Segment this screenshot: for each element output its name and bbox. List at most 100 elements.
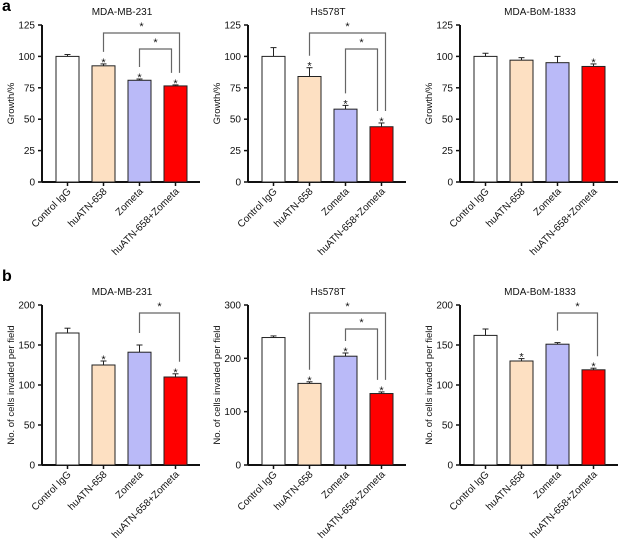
x-tick-label: Zometa <box>114 186 146 218</box>
y-tick-label: 300 <box>224 301 241 312</box>
y-tick-label: 100 <box>436 381 453 392</box>
significance-star: * <box>591 361 596 373</box>
y-tick-label: 100 <box>224 52 241 63</box>
x-tick-label: huATN-658 <box>484 469 528 513</box>
chart-title: MDA-MB-231 <box>92 7 153 18</box>
y-tick-label: 200 <box>224 354 241 365</box>
y-tick-label: 200 <box>18 301 35 312</box>
x-tick-label: huATN-658+Zometa <box>528 469 600 540</box>
bar-huatn-658-zometa <box>369 393 394 466</box>
significance-star: * <box>307 375 312 387</box>
bracket-star: * <box>157 301 162 313</box>
significance-bracket <box>308 312 387 380</box>
bar-zometa <box>333 108 358 183</box>
y-axis-label: Growth/% <box>6 82 17 124</box>
y-axis-label: No. of cells invaded per field <box>6 325 17 444</box>
x-tick-label: huATN-658 <box>272 186 316 230</box>
y-tick-label: 25 <box>442 146 454 157</box>
bracket-star: * <box>359 317 364 329</box>
y-axis-label: Growth/% <box>424 82 435 124</box>
y-tick-label: 50 <box>442 115 454 126</box>
bracket-star: * <box>575 301 580 313</box>
x-tick-label: Zometa <box>532 186 564 218</box>
chart-b-mda-mb-231: MDA-MB-231 No. of cells invaded per field… <box>6 287 200 540</box>
bar-huatn-658 <box>91 364 116 466</box>
significance-star: * <box>591 57 596 69</box>
significance-bracket <box>102 32 181 73</box>
significance-star: * <box>101 57 106 69</box>
significance-star: * <box>173 78 178 90</box>
y-tick-label: 0 <box>447 178 453 189</box>
x-tick-label: huATN-658+Zometa <box>316 469 388 540</box>
bar-huatn-658-zometa <box>581 65 606 183</box>
chart-b-hs578t: Hs578T No. of cells invaded per field 0 100… <box>212 287 406 540</box>
y-tick-label: 125 <box>18 21 35 32</box>
y-tick-label: 150 <box>436 341 453 352</box>
bar-huatn-658 <box>297 382 322 466</box>
x-tick-label: huATN-658 <box>272 469 316 513</box>
y-tick-label: 125 <box>436 21 453 32</box>
significance-star: * <box>379 116 384 128</box>
x-tick-label: huATN-658+Zometa <box>316 186 388 258</box>
chart-title: MDA-MB-231 <box>92 287 153 298</box>
y-tick-label: 0 <box>29 178 35 189</box>
bar-control-igg <box>261 337 286 466</box>
significance-star: * <box>519 352 524 364</box>
y-axis-label: No. of cells invaded per field <box>424 325 435 444</box>
bracket-star: * <box>153 37 158 49</box>
significance-bracket <box>344 48 379 111</box>
x-tick-label: Zometa <box>320 186 352 218</box>
significance-star: * <box>343 98 348 110</box>
significance-bracket <box>138 48 173 73</box>
significance-bracket <box>138 312 181 362</box>
bar-zometa <box>333 355 358 466</box>
x-tick-label: huATN-658+Zometa <box>528 186 600 258</box>
y-tick-label: 0 <box>235 461 241 472</box>
bar-control-igg <box>55 332 80 466</box>
bar-control-igg <box>261 55 286 183</box>
bracket-star: * <box>345 301 350 313</box>
significance-star: * <box>137 72 142 84</box>
significance-star: * <box>101 354 106 366</box>
bar-huatn-658-zometa <box>163 85 188 183</box>
bar-zometa <box>127 79 152 183</box>
bracket-star: * <box>139 21 144 33</box>
bar-control-igg <box>55 55 80 183</box>
significance-bracket <box>556 312 599 357</box>
bar-huatn-658 <box>509 59 534 183</box>
y-tick-label: 50 <box>24 421 36 432</box>
x-tick-label: huATN-658+Zometa <box>110 186 182 258</box>
y-tick-label: 25 <box>230 146 242 157</box>
significance-star: * <box>173 367 178 379</box>
bar-huatn-658-zometa <box>163 376 188 466</box>
bar-huatn-658-zometa <box>369 126 394 183</box>
x-tick-label: Zometa <box>114 469 146 501</box>
x-tick-label: huATN-658 <box>66 469 110 513</box>
bar-huatn-658-zometa <box>581 369 606 466</box>
x-tick-label: huATN-658 <box>66 186 110 230</box>
y-tick-label: 200 <box>436 301 453 312</box>
y-tick-label: 100 <box>18 52 35 63</box>
x-tick-label: Zometa <box>532 469 564 501</box>
y-tick-label: 50 <box>230 115 242 126</box>
chart-title: Hs578T <box>310 287 345 298</box>
significance-star: * <box>307 61 312 73</box>
y-tick-label: 50 <box>24 115 36 126</box>
y-tick-label: 25 <box>24 146 36 157</box>
bar-huatn-658 <box>509 360 534 466</box>
y-tick-label: 100 <box>18 381 35 392</box>
bar-control-igg <box>473 334 498 466</box>
bar-zometa <box>127 351 152 466</box>
bar-control-igg <box>473 55 498 183</box>
significance-star: * <box>343 346 348 358</box>
bar-huatn-658 <box>297 75 322 183</box>
chart-title: MDA-BoM-1833 <box>504 287 576 298</box>
bracket-star: * <box>359 37 364 49</box>
y-tick-label: 0 <box>235 178 241 189</box>
y-tick-label: 100 <box>436 52 453 63</box>
y-tick-label: 75 <box>230 83 242 94</box>
panel-label-b: b <box>2 268 12 285</box>
significance-bracket <box>308 32 387 111</box>
